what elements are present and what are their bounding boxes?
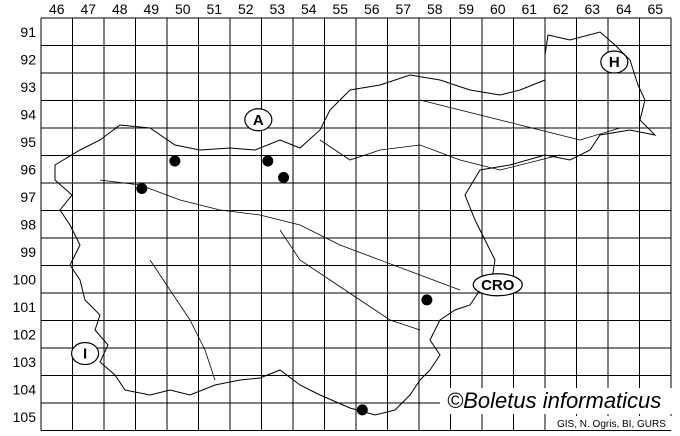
column-label: 57: [395, 1, 411, 17]
credit-text: ©Boletus informaticus: [447, 388, 661, 413]
source-text: GIS, N. Ogris, BI, GURS: [557, 419, 666, 430]
record-point: [278, 172, 290, 183]
column-label: 50: [175, 1, 191, 17]
row-label: 97: [20, 189, 36, 205]
record-point: [136, 183, 148, 194]
row-labels: 91 92 93 94 95 96 97 98 99 100 101 102 103 104 105: [13, 24, 37, 425]
country-labels: A H CRO I: [70, 50, 629, 366]
row-label: 93: [20, 79, 36, 95]
country-name: A: [253, 112, 264, 129]
column-label: 63: [584, 1, 600, 17]
row-label: 91: [20, 24, 36, 40]
row-label: 95: [20, 134, 36, 150]
rivers: [99, 99, 621, 381]
row-label: 101: [13, 299, 37, 315]
column-label: 52: [238, 1, 254, 17]
column-label: 51: [206, 1, 222, 17]
column-label: 46: [49, 1, 65, 17]
column-label: 47: [80, 1, 96, 17]
column-label: 55: [332, 1, 348, 17]
row-label: 100: [13, 271, 37, 287]
column-label: 65: [647, 1, 663, 17]
column-label: 60: [490, 1, 506, 17]
country-label-i: I: [70, 341, 100, 366]
row-label: 98: [20, 216, 36, 232]
country-label-h: H: [600, 50, 629, 74]
record-point: [356, 404, 368, 416]
column-label: 49: [143, 1, 159, 17]
column-labels: 46 47 48 49 50 51 52 53 54 55 56 57 58 59 60 61 62 63 64 65: [49, 1, 663, 17]
row-label: 102: [13, 326, 37, 342]
row-label: 92: [20, 51, 36, 67]
country-border: [54, 31, 657, 416]
record-point: [262, 155, 274, 167]
column-label: 53: [269, 1, 285, 17]
column-label: 62: [553, 1, 569, 17]
row-label: 105: [13, 409, 37, 425]
row-label: 96: [20, 161, 36, 177]
row-label: 99: [20, 244, 36, 260]
country-label-cro: CRO: [472, 273, 523, 297]
column-label: 58: [427, 1, 443, 17]
record-point: [169, 155, 181, 167]
country-name: H: [609, 54, 620, 71]
row-label: 104: [13, 381, 37, 397]
column-label: 54: [301, 1, 317, 17]
country-name: I: [83, 346, 87, 363]
records: [136, 155, 433, 416]
column-label: 61: [521, 1, 537, 17]
column-label: 59: [458, 1, 474, 17]
column-label: 48: [112, 1, 128, 17]
row-label: 103: [13, 354, 37, 370]
column-label: 64: [616, 1, 632, 17]
grid: [40, 17, 672, 431]
country-label-a: A: [244, 108, 273, 132]
column-label: 56: [364, 1, 380, 17]
row-label: 94: [20, 106, 36, 122]
record-point: [421, 294, 433, 306]
country-name: CRO: [481, 277, 515, 294]
